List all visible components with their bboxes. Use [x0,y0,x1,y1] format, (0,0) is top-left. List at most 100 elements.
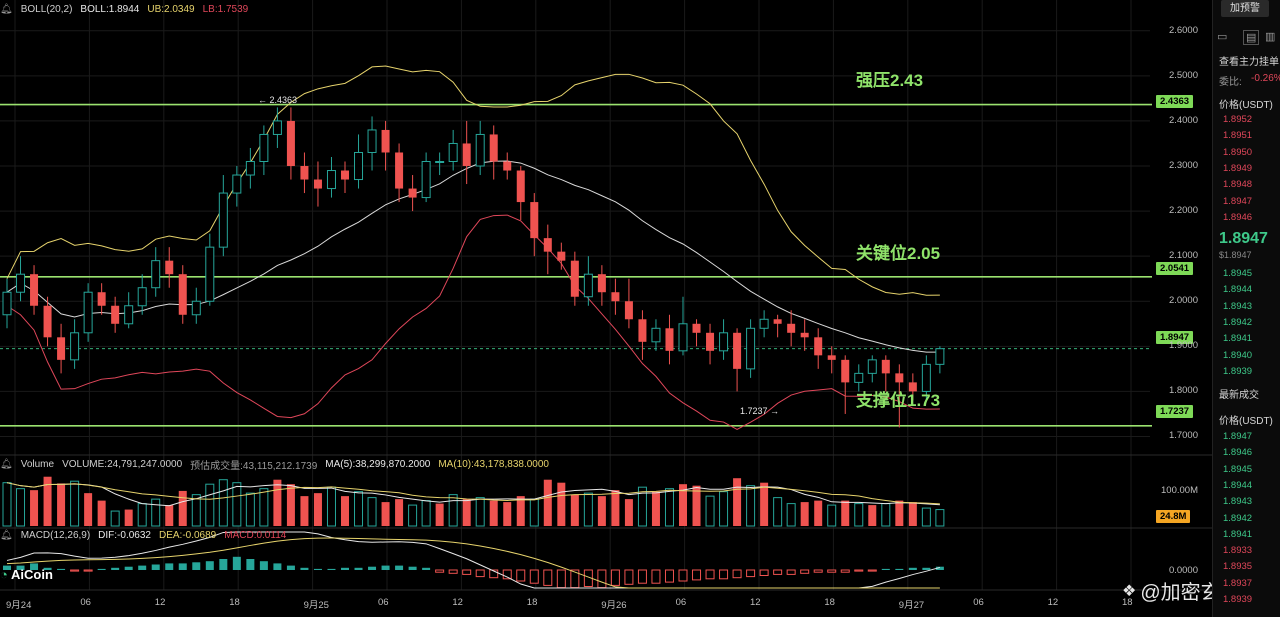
orderbook-icon[interactable]: ▤ [1243,30,1260,45]
macd-bar [246,559,255,570]
candle-body [245,161,255,176]
volume-bar [664,488,674,527]
volume-bar [475,497,485,527]
volume-bar [43,476,52,526]
latest-trades-title: 最新成交 [1219,390,1259,401]
macd-bar [57,568,66,570]
candle-body [611,292,620,302]
candle-body [381,129,390,153]
view-main-orders[interactable]: 查看主力挂单 [1219,57,1279,68]
volume-bar [503,502,512,526]
bid-price: 1.8945 [1223,268,1253,279]
macd-bar [232,556,241,570]
volume-bar [191,494,201,527]
candle-body [70,332,80,361]
volume-bar [624,499,633,526]
volume-bar [516,496,525,526]
list-icon[interactable]: ▥ [1265,31,1276,43]
boll-ub-value: UB:2.0349 [147,4,195,15]
ask-price: 1.8946 [1223,211,1253,223]
volume-bar [705,495,715,527]
trade-price: 1.8944 [1223,479,1253,491]
candle-body [719,332,729,352]
volume-bar [57,483,66,526]
price-tick-label: 2.5000 [1168,69,1198,81]
macd-bar [313,568,322,570]
macd-bar [205,561,214,570]
key-level-annotation: 关键位2.05 [856,244,941,263]
volume-bar [218,479,228,527]
candle-body [259,133,269,163]
candle-body [787,323,796,333]
macd-bar [259,561,268,570]
candle-body [232,174,242,194]
volume-bar [692,485,701,526]
macd-bar [354,567,363,570]
macd-bar [800,569,810,574]
trade-price: 1.8939 [1223,594,1253,605]
macd-bar [151,564,160,570]
volume-bar [97,500,106,526]
candle-body [651,327,661,343]
time-tick-label: 06 [973,597,984,608]
candle-body [354,151,364,181]
layout-icon[interactable]: ▭ [1217,31,1228,43]
volume-bar [300,496,309,526]
volume-bar [232,482,242,527]
bid-price: 1.8939 [1223,365,1253,377]
volume-estimate: 预估成交量:43,115,212.1739 [190,461,318,472]
bid-price: 1.8941 [1223,333,1253,345]
volume-bar [583,492,593,527]
macd-label: MACD(12,26,9) [20,530,91,541]
ask-price: 1.8947 [1223,195,1253,207]
volume-bar [611,490,620,526]
candle-body [516,170,525,203]
volume-bar [354,491,364,527]
macd-bar [556,569,566,589]
macd-bar [341,567,349,570]
key-price-tag: 2.0541 [1156,262,1194,275]
candle-body [881,359,890,374]
trade-price: 1.8935 [1223,561,1253,573]
volume-bar [881,503,891,527]
macd-value: MACD:0.0114 [224,530,287,541]
price-tick-label: 2.2000 [1168,205,1198,217]
candle-body [935,348,945,365]
macd-bar [286,565,295,570]
macd-bar [219,559,228,570]
candle-body [530,202,539,239]
macd-bar [16,565,25,570]
volume-bar [178,490,187,526]
volume-bar [245,492,255,527]
macd-bar [462,569,472,575]
volume-bar [70,480,80,527]
macd-bar [543,569,553,586]
volume-bar [151,498,161,527]
candle-body [137,287,147,307]
macd-bar [435,569,445,573]
ask-price: 1.8951 [1223,130,1253,142]
candle-body [448,142,458,163]
price-chart[interactable] [0,0,1212,617]
macd-bar [895,568,904,570]
add-alert-button[interactable]: 加预警 [1221,0,1269,17]
trade-price: 1.8933 [1223,545,1253,557]
price-tick-label: 2.3000 [1168,160,1198,171]
volume-bar [16,488,26,527]
ask-price: 1.8950 [1223,146,1253,158]
macd-bar [597,569,607,589]
macd-bar [759,569,769,576]
candle-body [800,332,809,338]
volume-bar [557,482,566,526]
macd-bar [705,569,715,580]
volume-bar [651,491,660,526]
volume-bar [570,494,579,526]
trade-price: 1.8945 [1223,463,1253,475]
candle-body [30,274,39,306]
macd-bar [395,565,404,570]
volume-bar [205,483,215,527]
low-marker: 1.7237 → [740,406,780,416]
volume-axis-label: 100.00M [1161,485,1198,496]
volume-bar [165,505,174,526]
candle-body [286,120,295,167]
